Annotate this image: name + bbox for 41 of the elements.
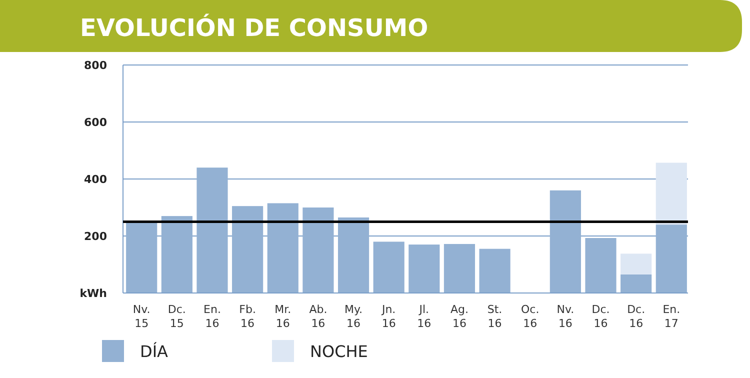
x-tick-label: My. 16 <box>344 303 362 330</box>
bar <box>479 248 510 293</box>
x-tick-label: Fb. 16 <box>239 303 256 330</box>
y-tick-label: 200 <box>84 230 108 243</box>
x-tick-label: Dc. 16 <box>592 303 610 330</box>
y-tick-label: 600 <box>84 116 108 129</box>
bar <box>302 208 334 293</box>
bar <box>338 217 370 293</box>
x-tick-label: Jl. 16 <box>417 303 432 330</box>
bar <box>267 203 298 293</box>
bar <box>161 216 192 293</box>
y-tick-label: 800 <box>84 58 108 72</box>
x-tick-label: Ag. 16 <box>450 303 468 330</box>
x-tick-label: En. 16 <box>204 303 221 330</box>
x-tick-label: St. 16 <box>487 303 502 330</box>
bar <box>232 206 264 293</box>
legend-label: NOCHE <box>310 342 368 361</box>
bar <box>620 254 652 274</box>
x-tick-label: Nv. 16 <box>556 303 574 330</box>
bar <box>126 222 158 293</box>
x-tick-label: En. 17 <box>662 303 680 330</box>
bar <box>444 244 476 293</box>
x-tick-label: Nv. 15 <box>132 303 150 330</box>
bar <box>656 162 687 225</box>
x-tick-label: Dc. 16 <box>627 303 646 330</box>
chart-title: EVOLUCIÓN DE CONSUMO <box>80 13 428 42</box>
bar <box>373 242 404 293</box>
bar <box>656 224 687 293</box>
y-tick-label: 400 <box>84 172 108 186</box>
y-tick-label: kWh <box>80 286 107 300</box>
x-tick-label: Ab. 16 <box>309 303 328 330</box>
bar <box>550 190 581 293</box>
bar <box>196 168 228 293</box>
bar <box>408 244 440 293</box>
x-tick-label: Oc. 16 <box>521 303 540 330</box>
x-tick-label: Mr. 16 <box>274 303 292 330</box>
bar <box>585 238 616 293</box>
x-tick-label: Dc. 15 <box>168 303 186 330</box>
bar <box>620 274 652 293</box>
x-tick-label: Jn. 16 <box>380 303 396 330</box>
legend-label: DÍA <box>140 342 168 361</box>
